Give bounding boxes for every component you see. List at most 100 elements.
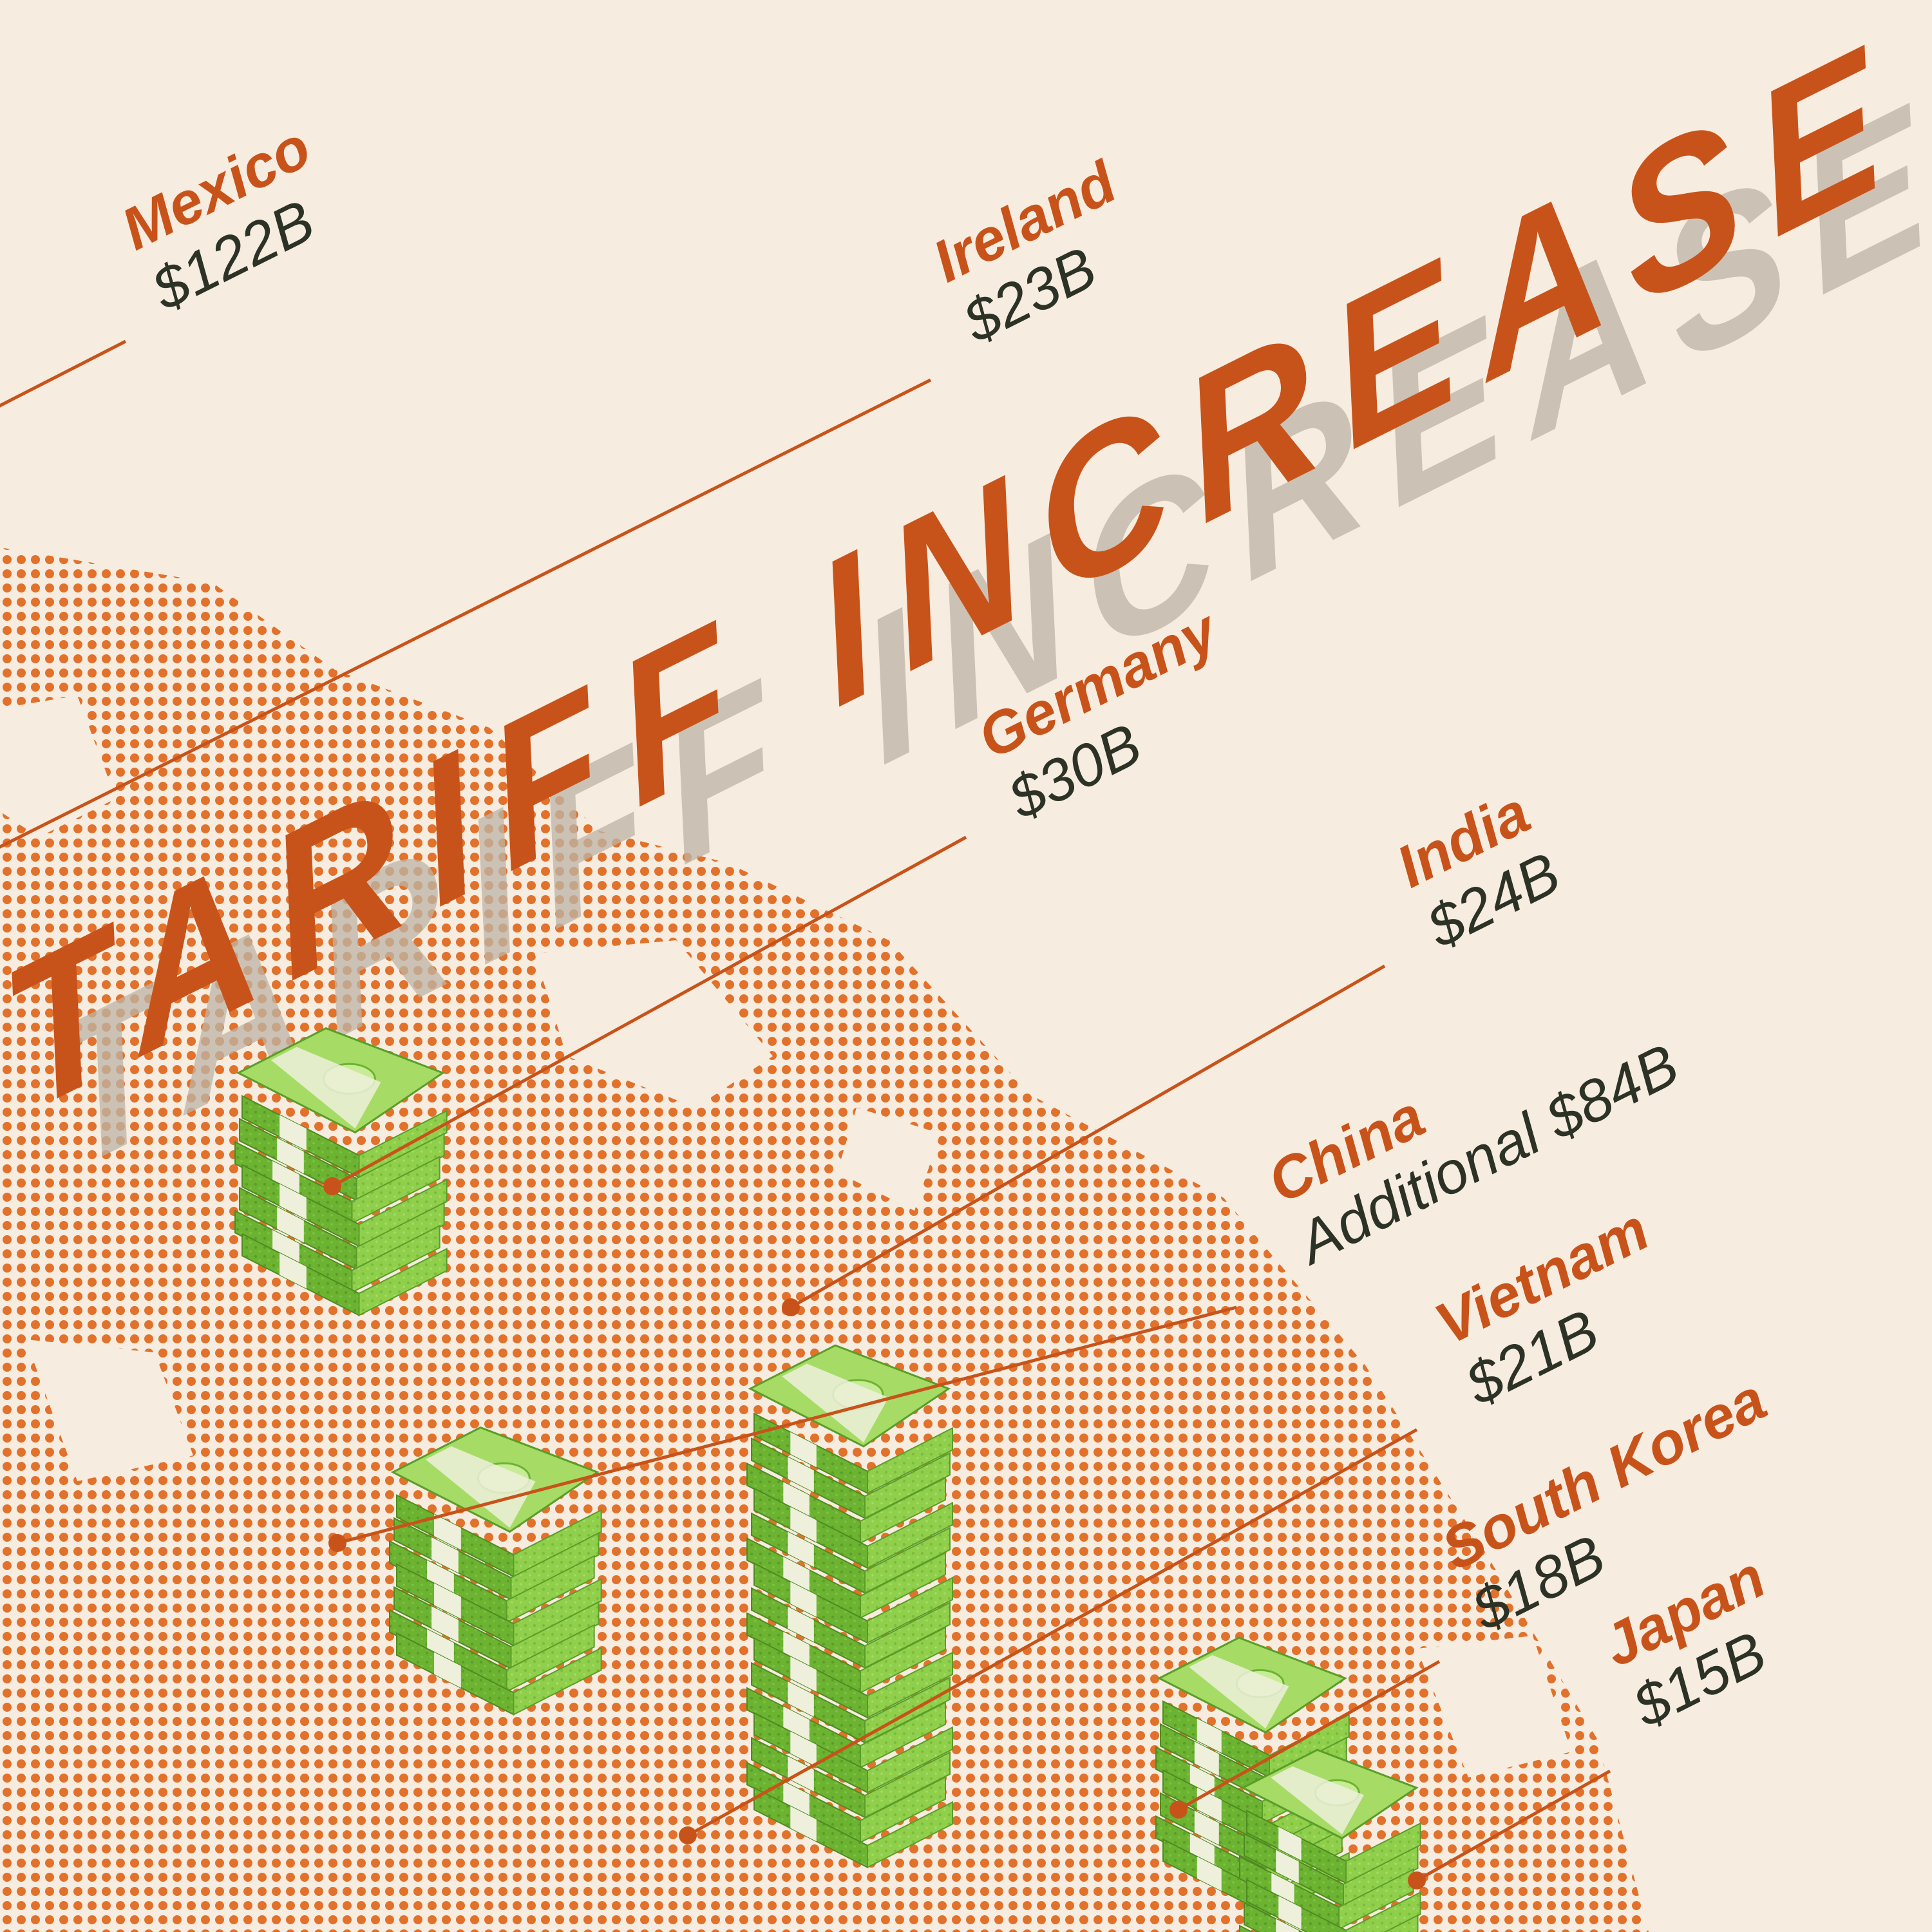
bill-edge <box>1244 1901 1303 1932</box>
bill-edge <box>860 1701 946 1769</box>
bill-band <box>434 1583 461 1619</box>
bill-band <box>277 1137 304 1174</box>
bill-edge <box>1338 1868 1414 1931</box>
bill-band <box>1276 1918 1299 1932</box>
money-stack-germany <box>234 1027 448 1317</box>
bill-edge <box>510 1601 600 1670</box>
bill-band-top <box>425 1446 536 1528</box>
bill-band <box>1278 1895 1302 1929</box>
leader-dot-china <box>328 1534 346 1552</box>
label-vietnam: Vietnam$21B <box>1425 1197 1659 1418</box>
bill-band <box>272 1229 299 1266</box>
bill-edge <box>358 1179 448 1247</box>
leader-line-china <box>337 1305 1237 1545</box>
bill-band <box>427 1629 454 1665</box>
bill-band <box>279 1184 307 1220</box>
bill-edge <box>513 1578 602 1647</box>
money-stack-japan <box>1239 1748 1421 1932</box>
bill-band <box>783 1631 810 1667</box>
bill-band <box>272 1160 299 1197</box>
leader-lines <box>0 339 1611 1889</box>
bill-band-top <box>1271 1766 1364 1835</box>
bill-edge <box>860 1551 946 1619</box>
bill-band <box>788 1606 814 1642</box>
bill-band <box>788 1531 814 1567</box>
bill-band <box>434 1652 461 1688</box>
bill-band-top <box>270 1046 381 1129</box>
bill-edge <box>1343 1845 1419 1908</box>
bill-band <box>1197 1718 1222 1753</box>
label-india: India$24B <box>1387 780 1570 961</box>
bill-edge <box>867 1577 953 1644</box>
bill-edge <box>1383 1914 1419 1932</box>
bill-band <box>783 1557 810 1592</box>
bill-band <box>1189 1765 1215 1799</box>
label-japan: Japan$15B <box>1593 1544 1776 1741</box>
bill-band <box>1197 1856 1222 1891</box>
leader-line-mexico <box>0 339 127 408</box>
bill-edge <box>864 1751 951 1819</box>
bill-band <box>434 1514 461 1550</box>
bill-edge <box>351 1224 440 1294</box>
bill-band <box>790 1806 817 1842</box>
bill-band <box>1189 1833 1215 1868</box>
bill-edge <box>506 1555 595 1624</box>
bill-band <box>790 1656 817 1692</box>
leader-dot-germany <box>323 1177 341 1195</box>
bill-edge <box>355 1132 445 1202</box>
leader-dot-vietnam <box>679 1826 697 1844</box>
bill-band <box>788 1681 814 1717</box>
bill-edge <box>860 1477 946 1544</box>
bill-edge <box>867 1651 953 1719</box>
bill-edge <box>860 1626 946 1694</box>
bill-band <box>783 1706 810 1742</box>
bill-edge <box>867 1502 953 1569</box>
bill-edge <box>864 1452 951 1520</box>
bill-edge <box>1239 1924 1254 1932</box>
bill-edge <box>864 1526 951 1595</box>
bill-band <box>790 1506 817 1542</box>
bill-edge <box>510 1531 600 1601</box>
bill-edge <box>867 1801 953 1869</box>
bill-band <box>1194 1810 1219 1845</box>
bill-band <box>431 1537 459 1573</box>
bill-edge <box>506 1624 595 1693</box>
bill-band <box>790 1432 817 1468</box>
leader-line-japan <box>1416 1769 1611 1882</box>
bill-band <box>431 1606 459 1642</box>
bill-band <box>783 1781 810 1817</box>
leader-line-south-korea <box>1177 1660 1441 1812</box>
money-stack-vietnam <box>389 1426 602 1716</box>
bill-edge <box>867 1426 953 1495</box>
bill-edge <box>513 1647 602 1716</box>
bill-band <box>790 1582 817 1617</box>
money-stack-china <box>746 1344 953 1869</box>
bill-band <box>279 1253 307 1289</box>
bill-band-top <box>1189 1655 1289 1728</box>
bill-edge <box>351 1155 440 1225</box>
bill-edge <box>867 1726 953 1794</box>
leader-dot-south-korea <box>1170 1801 1188 1819</box>
bill-band <box>427 1560 454 1596</box>
bill-band <box>783 1482 810 1517</box>
leader-dot-india <box>782 1298 800 1316</box>
leader-line-vietnam <box>687 1428 1418 1837</box>
bill-edge <box>1345 1822 1421 1884</box>
bill-band <box>279 1115 307 1151</box>
bill-band <box>1271 1873 1294 1907</box>
bill-band <box>1276 1850 1299 1884</box>
bill-band <box>1194 1741 1219 1776</box>
leader-dot-japan <box>1408 1871 1426 1889</box>
bill-edge <box>860 1776 946 1844</box>
bill-edge <box>864 1601 951 1669</box>
bill-band <box>277 1207 304 1243</box>
leader-line-ireland <box>0 378 932 849</box>
label-mexico: Mexico$122B <box>111 114 325 323</box>
bill-edge <box>1345 1891 1421 1932</box>
leader-line-germany <box>331 835 967 1188</box>
bill-band-top <box>782 1363 889 1443</box>
money-stacks <box>234 1027 1421 1932</box>
bill-edge <box>513 1509 602 1578</box>
